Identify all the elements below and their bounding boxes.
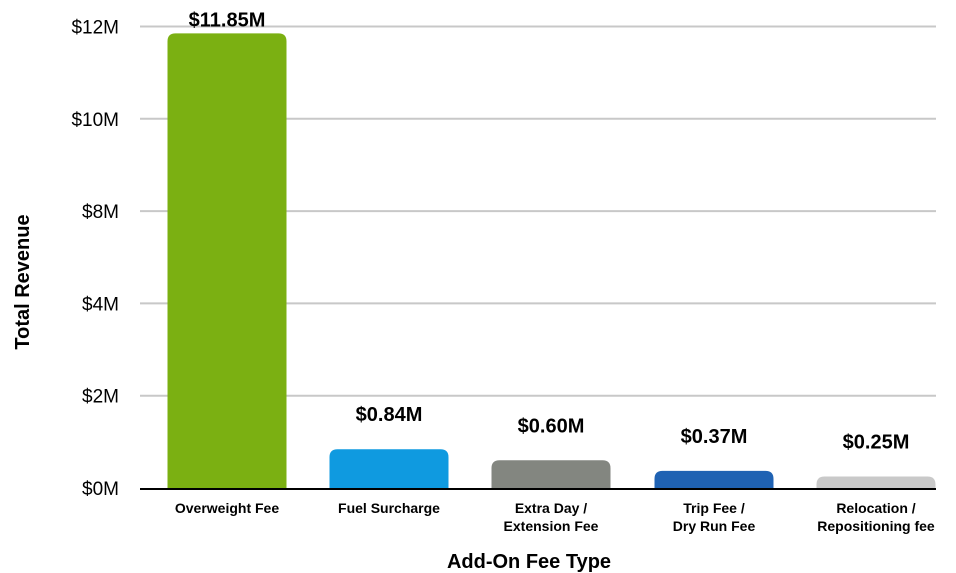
- bars: [167, 33, 936, 489]
- y-tick-label: $12M: [71, 18, 119, 39]
- bar: [654, 470, 774, 488]
- x-category-label: Trip Fee / Dry Run Fee: [673, 500, 756, 534]
- data-labels: $11.85M $0.84M $0.60M $0.37M $0.25M: [189, 9, 910, 453]
- x-category-label: Relocation / Repositioning fee: [817, 500, 935, 534]
- y-tick-label: $0M: [82, 479, 119, 500]
- y-tick-label: $8M: [82, 202, 119, 223]
- y-tick-label: $4M: [82, 294, 119, 315]
- data-label: $0.60M: [518, 415, 585, 437]
- x-axis-title: Add-On Fee Type: [447, 551, 611, 573]
- x-category-label: Overweight Fee: [175, 500, 279, 516]
- y-tick-label: $10M: [71, 110, 119, 131]
- y-axis-ticks: $0M $2M $4M $8M $10M $12M: [71, 18, 119, 501]
- y-axis-title: Total Revenue: [12, 214, 34, 349]
- data-label: $11.85M: [189, 9, 266, 31]
- x-category-label: Extra Day / Extension Fee: [504, 500, 599, 534]
- x-category-label: Fuel Surcharge: [338, 500, 440, 516]
- bar: [329, 449, 449, 488]
- x-axis-category-labels: Overweight Fee Fuel Surcharge Extra Day / E…: [175, 500, 935, 534]
- bar: [491, 460, 611, 488]
- data-label: $0.37M: [681, 426, 748, 448]
- bar: [816, 476, 936, 488]
- data-label: $0.25M: [843, 431, 910, 453]
- bar: [167, 33, 287, 489]
- data-label: $0.84M: [356, 404, 423, 426]
- y-tick-label: $2M: [82, 387, 119, 408]
